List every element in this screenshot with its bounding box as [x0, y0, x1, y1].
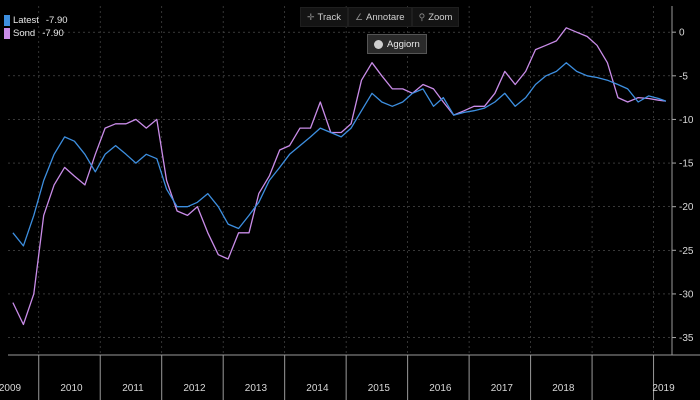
annotate-button[interactable]: ∠ Annotare — [347, 7, 412, 27]
x-tick-label: 2018 — [552, 383, 575, 394]
x-tick-label: 2011 — [122, 383, 144, 394]
legend-swatch-latest — [4, 15, 10, 26]
pencil-icon: ∠ — [354, 11, 364, 22]
track-label: Track — [317, 11, 341, 23]
y-tick-label: -10 — [679, 115, 694, 126]
legend-name-latest: Latest — [13, 15, 39, 26]
crosshair-icon: ✛ — [307, 11, 315, 22]
x-tick-label: 2009 — [0, 383, 22, 394]
track-button[interactable]: ✛ Track — [300, 7, 348, 27]
y-tick-label: -20 — [679, 202, 694, 213]
x-tick-label: 2010 — [60, 383, 83, 394]
legend-name-sond: Sond — [13, 28, 36, 39]
legend-value-sond: -7.90 — [42, 28, 64, 39]
legend-swatch-sond — [4, 28, 10, 39]
y-tick-label: -30 — [679, 289, 694, 300]
y-tick-label: -15 — [679, 159, 694, 170]
chart-toolbar: ✛ Track ∠ Annotare ⚲ Zoom — [300, 7, 460, 27]
axes: 0 -5 -10 -15 -20 -25 -30 -35 2009 2010 2011 2012 201… — [0, 6, 700, 400]
y-tick-label: -35 — [679, 333, 694, 344]
x-tick-label: 2017 — [491, 383, 514, 394]
legend-item-sond[interactable]: Sond -7.90 — [4, 27, 68, 40]
series-line-sond — [12, 27, 666, 326]
grid-lines — [8, 6, 672, 355]
update-button[interactable]: Aggiorn — [367, 34, 427, 54]
zoom-label: Zoom — [428, 11, 453, 23]
x-tick-label: 2016 — [429, 383, 452, 394]
x-tick-label: 2012 — [183, 383, 206, 394]
x-tick-label: 2013 — [245, 383, 268, 394]
y-tick-label: -25 — [679, 246, 694, 257]
series-line-latest — [12, 62, 667, 247]
legend-value-latest: -7.90 — [45, 15, 68, 26]
x-tick-label: 2014 — [306, 383, 329, 394]
y-tick-label: -5 — [679, 71, 688, 82]
legend-item-latest[interactable]: Latest -7.90 — [4, 14, 68, 27]
x-tick-label: 2015 — [368, 383, 391, 394]
update-label: Aggiorn — [387, 38, 420, 50]
update-icon — [374, 39, 383, 49]
annotate-label: Annotare — [366, 11, 405, 23]
zoom-button[interactable]: ⚲ Zoom — [411, 7, 460, 27]
legend: Latest -7.90 Sond -7.90 — [4, 14, 68, 40]
y-tick-label: 0 — [679, 28, 685, 39]
x-tick-label: 2019 — [652, 383, 675, 394]
magnifier-icon: ⚲ — [418, 11, 426, 22]
series-lines — [12, 27, 667, 326]
